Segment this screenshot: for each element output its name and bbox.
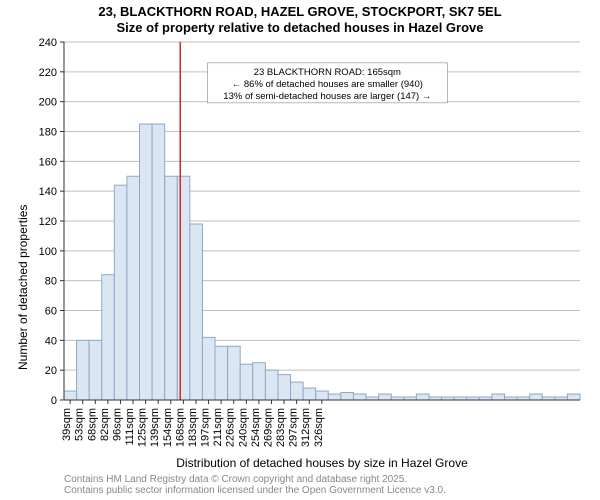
histogram-bar <box>89 340 102 400</box>
histogram-bar <box>127 176 140 400</box>
histogram-bar <box>215 346 228 400</box>
svg-text:20: 20 <box>45 365 57 377</box>
histogram-bar <box>303 388 316 400</box>
svg-text:160: 160 <box>39 156 57 168</box>
svg-text:180: 180 <box>39 127 57 139</box>
histogram-chart: 0 20 40 60 80 100 120 140 160 180 200 220 240 39sqm53… <box>0 0 600 500</box>
svg-text:0: 0 <box>51 395 57 407</box>
svg-text:200: 200 <box>39 97 57 109</box>
chart-container: 23, BLACKTHORN ROAD, HAZEL GROVE, STOCKP… <box>0 0 600 500</box>
svg-text:120: 120 <box>39 216 57 228</box>
histogram-bar <box>102 275 115 400</box>
histogram-bar <box>114 185 127 400</box>
svg-text:139sqm: 139sqm <box>149 408 161 447</box>
histogram-bar <box>278 375 291 400</box>
svg-text:111sqm: 111sqm <box>124 408 136 446</box>
footer-line1: Contains HM Land Registry data © Crown c… <box>64 474 446 485</box>
svg-text:226sqm: 226sqm <box>225 408 237 447</box>
svg-text:240sqm: 240sqm <box>237 408 249 447</box>
histogram-bar <box>253 363 266 400</box>
histogram-bar <box>228 346 241 400</box>
svg-text:68sqm: 68sqm <box>86 408 98 441</box>
svg-text:96sqm: 96sqm <box>111 408 123 441</box>
svg-text:183sqm: 183sqm <box>187 408 199 447</box>
histogram-bar <box>492 394 505 400</box>
svg-text:312sqm: 312sqm <box>300 408 312 447</box>
svg-text:254sqm: 254sqm <box>250 408 262 447</box>
footer-line2: Contains public sector information licen… <box>64 485 446 496</box>
histogram-bar <box>202 337 215 400</box>
histogram-bar <box>77 340 90 400</box>
svg-text:154sqm: 154sqm <box>162 408 174 447</box>
svg-text:269sqm: 269sqm <box>262 408 274 447</box>
svg-text:82sqm: 82sqm <box>99 408 111 441</box>
histogram-bar <box>240 364 253 400</box>
histogram-bar <box>379 394 392 400</box>
histogram-bar <box>353 394 366 400</box>
svg-text:39sqm: 39sqm <box>61 408 73 441</box>
histogram-bar <box>416 394 429 400</box>
svg-text:326sqm: 326sqm <box>313 408 325 447</box>
histogram-bar <box>291 382 304 400</box>
svg-text:283sqm: 283sqm <box>275 408 287 447</box>
histogram-bar <box>165 176 178 400</box>
svg-text:60: 60 <box>45 306 57 318</box>
attribution-footer: Contains HM Land Registry data © Crown c… <box>64 474 446 496</box>
svg-text:168sqm: 168sqm <box>174 408 186 447</box>
svg-text:125sqm: 125sqm <box>137 408 149 447</box>
annotation-line: 13% of semi-detached houses are larger (… <box>223 91 431 102</box>
svg-text:100: 100 <box>39 246 57 258</box>
histogram-bar <box>265 370 278 400</box>
histogram-bar <box>567 394 580 400</box>
histogram-bar <box>177 176 190 400</box>
x-axis-label: Distribution of detached houses by size … <box>64 456 580 470</box>
svg-text:240: 240 <box>39 37 57 49</box>
annotation-line: ← 86% of detached houses are smaller (94… <box>232 79 423 90</box>
svg-text:297sqm: 297sqm <box>288 408 300 447</box>
histogram-bar <box>152 124 165 400</box>
annotation-line: 23 BLACKTHORN ROAD: 165sqm <box>254 67 401 78</box>
svg-text:197sqm: 197sqm <box>200 408 212 447</box>
svg-text:220: 220 <box>39 67 57 79</box>
histogram-bar <box>190 224 203 400</box>
x-axis-label-text: Distribution of detached houses by size … <box>176 456 468 470</box>
svg-text:80: 80 <box>45 276 57 288</box>
svg-text:211sqm: 211sqm <box>212 408 224 446</box>
histogram-bar <box>316 391 329 400</box>
histogram-bar <box>140 124 153 400</box>
histogram-bar <box>64 391 77 400</box>
svg-text:140: 140 <box>39 186 57 198</box>
svg-text:53sqm: 53sqm <box>74 408 86 441</box>
svg-text:40: 40 <box>45 335 57 347</box>
histogram-bar <box>328 394 341 400</box>
histogram-bar <box>341 393 354 400</box>
histogram-bar <box>530 394 543 400</box>
